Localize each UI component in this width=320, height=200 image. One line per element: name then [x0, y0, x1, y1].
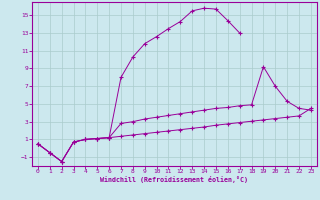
X-axis label: Windchill (Refroidissement éolien,°C): Windchill (Refroidissement éolien,°C): [100, 176, 248, 183]
